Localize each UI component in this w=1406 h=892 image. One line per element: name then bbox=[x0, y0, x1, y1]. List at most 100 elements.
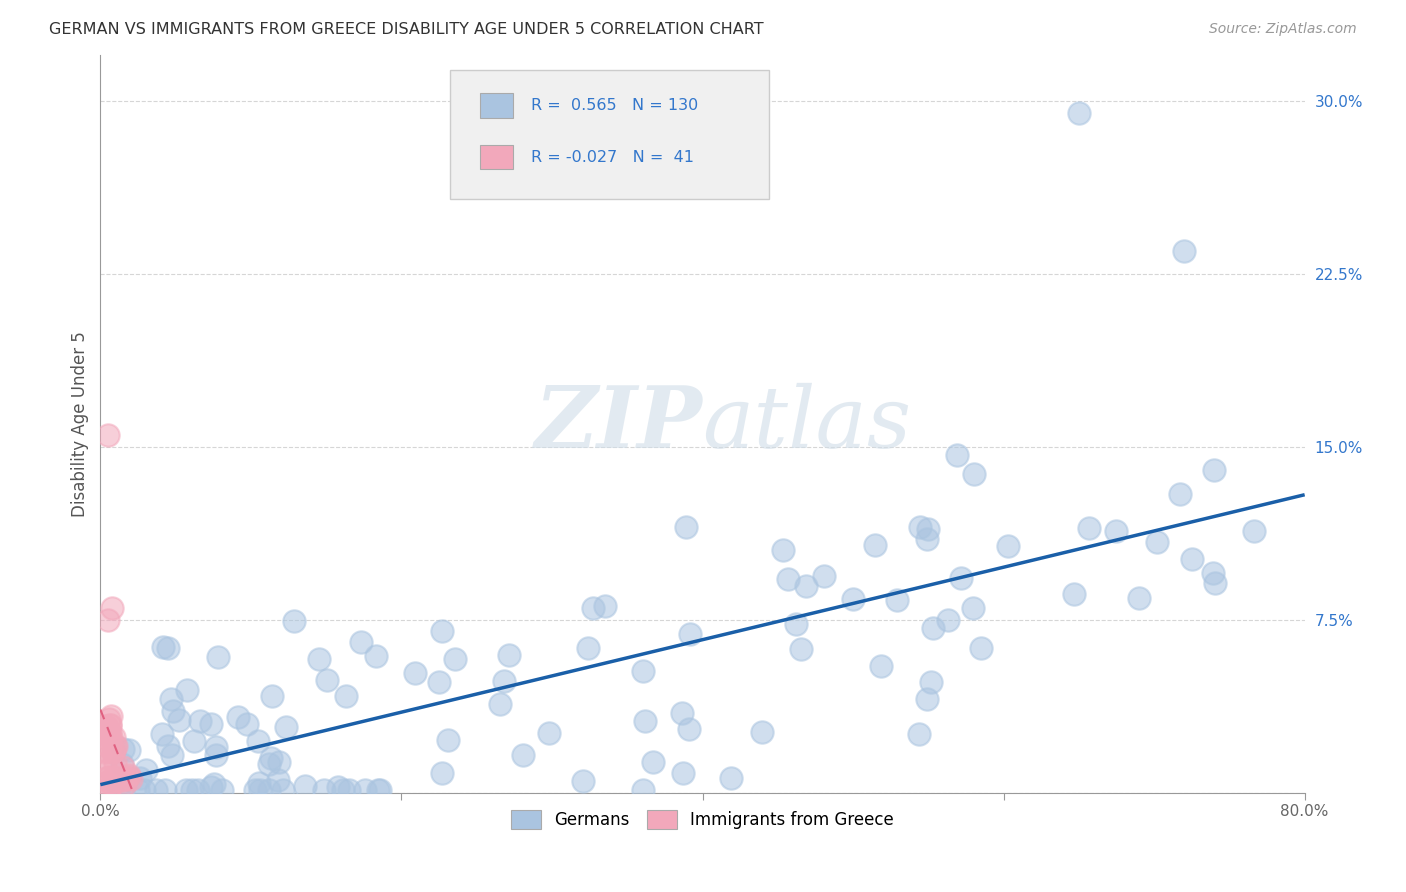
Point bbox=[96, 721, 118, 735]
Point bbox=[259, 783, 281, 797]
Point bbox=[207, 650, 229, 665]
Legend: Germans, Immigrants from Greece: Germans, Immigrants from Greece bbox=[505, 804, 900, 836]
Point bbox=[492, 674, 515, 689]
Point bbox=[211, 783, 233, 797]
Point bbox=[969, 641, 991, 656]
Point bbox=[1077, 521, 1099, 535]
Point bbox=[128, 771, 150, 785]
Point bbox=[751, 725, 773, 739]
Point bbox=[98, 774, 121, 789]
Point bbox=[100, 731, 122, 745]
Point bbox=[101, 601, 124, 615]
Point bbox=[245, 783, 267, 797]
Point bbox=[672, 765, 695, 780]
Point bbox=[97, 712, 120, 726]
Point bbox=[96, 731, 118, 746]
Point bbox=[631, 783, 654, 797]
Point bbox=[1067, 105, 1090, 120]
Point bbox=[404, 666, 426, 681]
Point bbox=[794, 579, 817, 593]
Point bbox=[98, 782, 121, 797]
Point bbox=[204, 740, 226, 755]
Point bbox=[631, 664, 654, 678]
Point bbox=[908, 727, 931, 741]
Point bbox=[145, 783, 167, 797]
Point bbox=[118, 743, 141, 757]
Point bbox=[364, 649, 387, 664]
Point bbox=[936, 613, 959, 627]
Point bbox=[1201, 566, 1223, 581]
Point bbox=[444, 652, 467, 666]
Point bbox=[678, 722, 700, 736]
Point bbox=[104, 739, 127, 753]
Point bbox=[107, 783, 129, 797]
Point bbox=[159, 692, 181, 706]
Point bbox=[1105, 524, 1128, 538]
Point bbox=[678, 627, 700, 641]
Point bbox=[97, 725, 120, 739]
Point bbox=[1170, 486, 1192, 500]
Point bbox=[842, 592, 865, 607]
Point bbox=[157, 739, 180, 753]
Point bbox=[226, 710, 249, 724]
Point bbox=[249, 783, 271, 797]
Point bbox=[162, 705, 184, 719]
Point bbox=[1173, 244, 1195, 258]
Point bbox=[118, 768, 141, 782]
Point bbox=[308, 652, 330, 666]
Point bbox=[572, 774, 595, 789]
Point bbox=[97, 725, 120, 739]
Point bbox=[98, 740, 121, 755]
Point bbox=[94, 743, 117, 757]
Point bbox=[634, 714, 657, 728]
Point bbox=[595, 599, 617, 614]
Point bbox=[276, 720, 298, 734]
Point bbox=[96, 718, 118, 732]
Point bbox=[105, 774, 128, 789]
Point bbox=[432, 624, 454, 638]
Text: R =  0.565   N = 130: R = 0.565 N = 130 bbox=[531, 98, 699, 113]
Point bbox=[427, 674, 450, 689]
Point bbox=[160, 747, 183, 762]
Point bbox=[188, 714, 211, 728]
Point bbox=[176, 682, 198, 697]
Point bbox=[118, 771, 141, 785]
Point bbox=[97, 428, 120, 442]
Point bbox=[920, 674, 942, 689]
Point bbox=[114, 777, 136, 791]
Point bbox=[97, 770, 120, 784]
Point bbox=[269, 755, 291, 769]
Point bbox=[100, 708, 122, 723]
Point bbox=[111, 756, 134, 771]
Point bbox=[963, 467, 986, 481]
Point bbox=[870, 658, 893, 673]
Point bbox=[260, 689, 283, 703]
Y-axis label: Disability Age Under 5: Disability Age Under 5 bbox=[72, 331, 89, 516]
Point bbox=[132, 783, 155, 797]
Point bbox=[205, 748, 228, 763]
Point bbox=[772, 543, 794, 558]
Point bbox=[101, 745, 124, 759]
Point bbox=[111, 783, 134, 797]
Point bbox=[112, 760, 135, 774]
Point bbox=[187, 783, 209, 797]
Point bbox=[367, 783, 389, 797]
Point bbox=[353, 783, 375, 797]
Point bbox=[350, 635, 373, 649]
Point bbox=[183, 734, 205, 748]
Point bbox=[512, 747, 534, 762]
Point bbox=[200, 716, 222, 731]
Point bbox=[1181, 552, 1204, 566]
Point bbox=[1146, 535, 1168, 549]
Point bbox=[103, 730, 125, 744]
Point bbox=[922, 621, 945, 635]
Point bbox=[1204, 576, 1226, 591]
Point bbox=[98, 781, 121, 796]
Point bbox=[97, 775, 120, 789]
Point bbox=[135, 763, 157, 777]
Point bbox=[917, 522, 939, 536]
Text: ZIP: ZIP bbox=[534, 382, 703, 466]
Point bbox=[915, 691, 938, 706]
Point bbox=[167, 713, 190, 727]
Point bbox=[813, 568, 835, 582]
